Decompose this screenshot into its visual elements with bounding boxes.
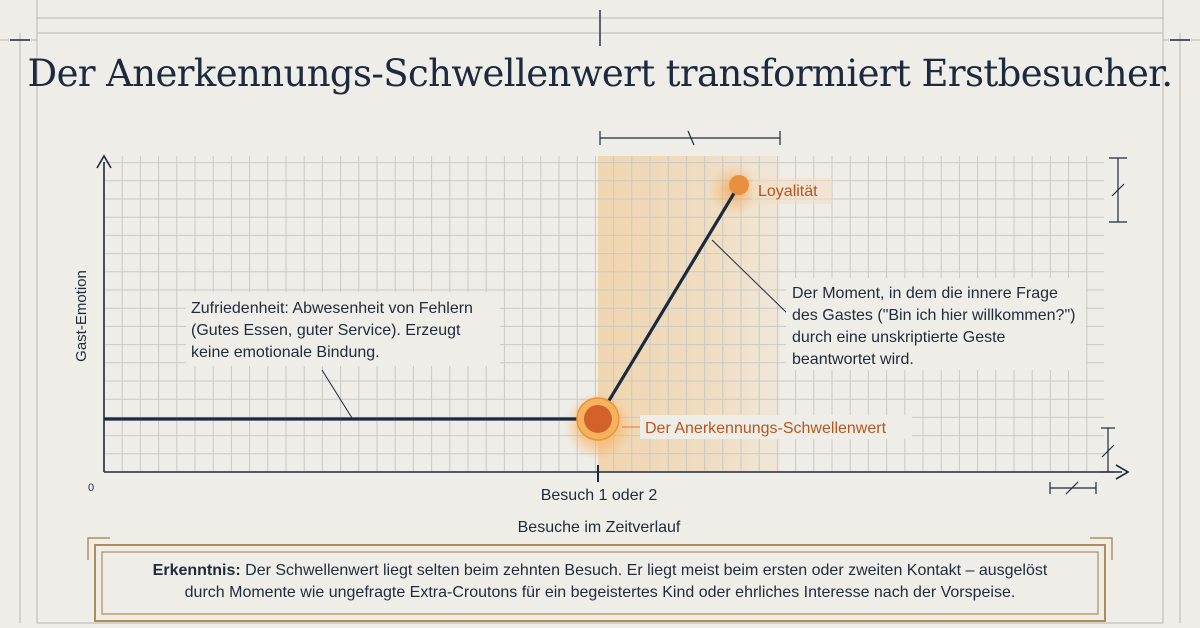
- x-axis-arrow: [1115, 464, 1130, 480]
- threshold-label-bg: [640, 415, 912, 439]
- loyalty-label: Loyalität: [758, 183, 818, 200]
- satisfaction-line-1: Zufriedenheit: Abwesenheit von Fehlern: [191, 300, 473, 317]
- insight-label: Erkenntnis:: [152, 562, 241, 579]
- x-axis-label: Besuche im Zeitverlauf: [518, 519, 681, 536]
- moment-line-3: durch eine unskriptierte Geste: [792, 329, 1006, 346]
- y-axis-arrow: [96, 154, 112, 169]
- satisfaction-line-3: keine emotionale Bindung.: [191, 344, 380, 361]
- satisfaction-leader: [321, 369, 353, 419]
- loyalty-point: [729, 174, 750, 195]
- satisfaction-line-2: (Gutes Essen, guter Service). Erzeugt: [191, 322, 461, 339]
- satisfaction-annotation: Zufriedenheit: Abwesenheit von Fehlern (…: [186, 292, 500, 366]
- page-title: Der Anerkennungs-Schwellenwert transform…: [27, 52, 1174, 95]
- loyalty-label-bg: [752, 178, 832, 204]
- moment-annotation: Der Moment, in dem die innere Frage des …: [786, 278, 1086, 370]
- insight-text-1: Der Schwellenwert liegt selten beim zehn…: [245, 562, 1048, 579]
- moment-line-4: beantwortet wird.: [792, 351, 914, 368]
- insight-text-2: durch Momente wie ungefragte Extra-Crout…: [184, 584, 1016, 601]
- insight-line-1: Erkenntnis: Der Schwellenwert liegt selt…: [102, 560, 1098, 582]
- moment-leader: [711, 239, 791, 317]
- threshold-label: Der Anerkennungs-Schwellenwert: [645, 420, 887, 437]
- insight-box: Erkenntnis: Der Schwellenwert liegt selt…: [102, 552, 1098, 614]
- origin-label: 0: [88, 482, 94, 494]
- x-tick-label: Besuch 1 oder 2: [541, 487, 658, 504]
- moment-line-2: des Gastes ("Bin ich hier willkommen?"): [792, 307, 1075, 324]
- moment-line-1: Der Moment, in dem die innere Frage: [792, 285, 1058, 302]
- threshold-point: [583, 404, 612, 433]
- y-axis-label: Gast-Emotion: [73, 270, 90, 362]
